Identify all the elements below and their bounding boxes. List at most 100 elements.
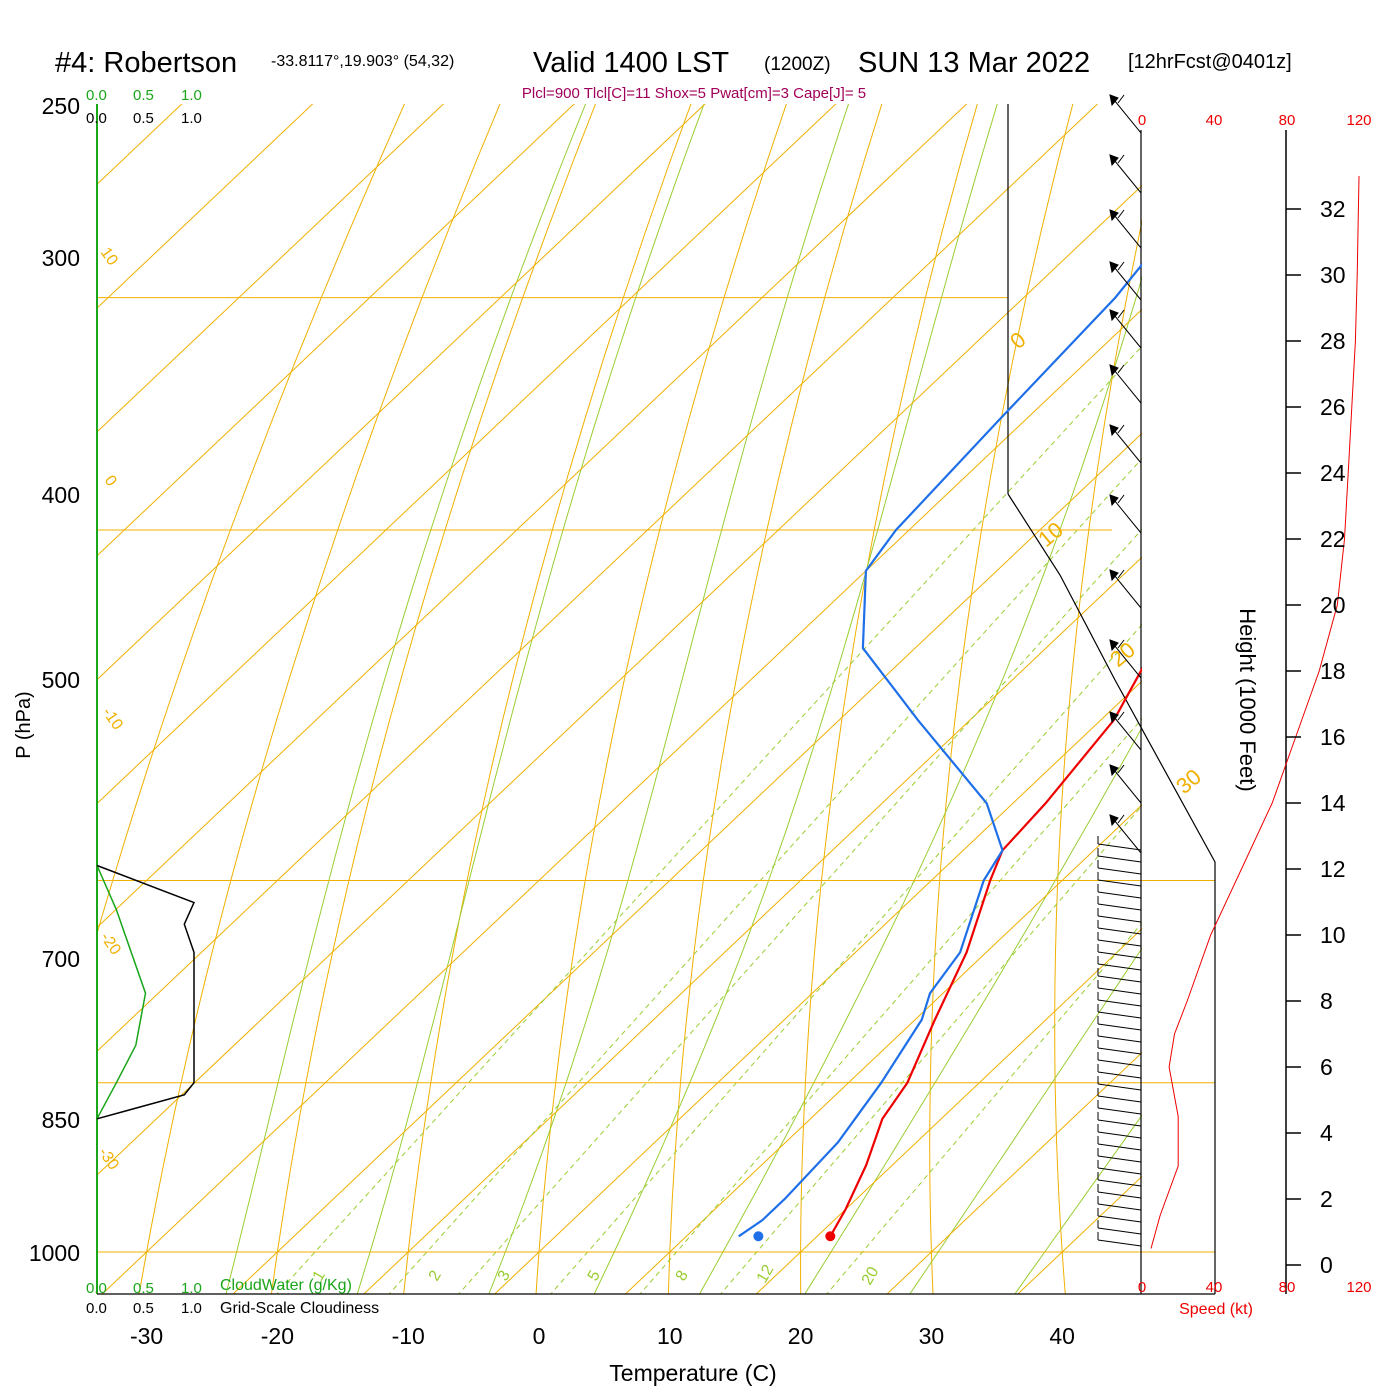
cloudwater-tick-label: 0.0 — [86, 87, 107, 104]
pressure-tick-label: 250 — [42, 93, 80, 119]
speed-axis-title: Speed (kt) — [1179, 1301, 1253, 1318]
wind-barb-flag — [1109, 639, 1119, 652]
isotherm-line — [0, 0, 233, 1303]
height-tick-label: 26 — [1320, 394, 1346, 420]
pressure-tick-label: 400 — [42, 482, 80, 508]
y-axis-title: P (hPa) — [13, 691, 35, 758]
mixing-ratio-label: 3 — [495, 1268, 514, 1284]
isotherm-label: 0 — [1005, 327, 1030, 354]
mixing-ratio-lines — [276, 345, 1142, 1294]
sounding-indices: Plcl=900 Tlcl[C]=11 Shox=5 Pwat[cm]=3 Ca… — [522, 85, 866, 102]
moist-adiabat-line — [356, 104, 705, 1294]
wind-barb-flag — [1109, 94, 1119, 107]
mixing-ratio-line — [276, 345, 1142, 1294]
cloudiness-tick-label: 0.0 — [86, 110, 107, 127]
height-tick-label: 10 — [1320, 922, 1346, 948]
temperature-tick-label: 40 — [1049, 1323, 1075, 1349]
cloudiness-tick-label: 1.0 — [181, 110, 202, 127]
zulu-time: (1200Z) — [764, 54, 831, 75]
isotherm-label: -20 — [97, 930, 124, 959]
cloudwater-tick-label: 1.0 — [181, 1280, 202, 1297]
dewpoint-profile-line — [738, 262, 1142, 1238]
speed-tick-label: 80 — [1279, 112, 1296, 129]
wind-barb-staff — [1097, 1071, 1142, 1079]
speed-tick-label: 80 — [1279, 1279, 1296, 1296]
isotherm-line — [97, 104, 968, 929]
isotherm-label: 30 — [1171, 764, 1206, 799]
height-tick-label: 14 — [1320, 790, 1346, 816]
height-tick-label: 30 — [1320, 262, 1346, 288]
wind-barb-staff — [1097, 903, 1142, 911]
wind-barb-tick — [1117, 424, 1125, 434]
wind-barb-staff — [1097, 879, 1142, 887]
wind-barb-staff — [1097, 1215, 1142, 1223]
isotherm-line — [232, 432, 1142, 1294]
cloudwater-tick-label: 1.0 — [181, 87, 202, 104]
cloudwater-legend: CloudWater (g/Kg) — [220, 1277, 352, 1294]
mixing-ratio-labels: 1 2 3 5 8 12 20 — [310, 1262, 883, 1288]
moist-adiabat-line — [593, 104, 998, 1294]
wind-barb-tick — [1117, 154, 1125, 164]
isotherm-line — [363, 556, 1142, 1294]
moist-adiabat-line — [699, 276, 1142, 1294]
wind-barb-tick — [1117, 814, 1125, 824]
wind-barb-staff — [1097, 867, 1142, 875]
mixing-ratio-line — [388, 457, 1142, 1294]
isotherm-line — [97, 104, 575, 557]
pressure-axis: 250 300 400 500 700 850 1000 — [29, 93, 80, 1266]
cloudwater-tick-label: 0.0 — [86, 1280, 107, 1297]
wind-barb-staff — [1097, 1059, 1142, 1067]
wind-barb-flag — [1109, 154, 1119, 167]
wind-speed-profile — [1150, 175, 1360, 1249]
isotherm-label: 10 — [97, 245, 121, 269]
pressure-tick-label: 300 — [42, 245, 80, 271]
height-tick-label: 20 — [1320, 592, 1346, 618]
isotherm-line — [97, 104, 314, 309]
moist-adiabat-line — [488, 104, 850, 1294]
temperature-tick-label: -10 — [392, 1323, 425, 1349]
wind-barb-staff — [1097, 1107, 1142, 1115]
wind-barb-staff — [1097, 891, 1142, 899]
valid-time: Valid 1400 LST — [533, 47, 729, 79]
moist-adiabats — [225, 104, 1142, 1294]
dry-adiabat-line — [1054, 219, 1142, 1294]
height-tick-label: 16 — [1320, 724, 1346, 750]
wind-barb-tick — [1117, 569, 1125, 579]
cloud-scale-top: 0.0 0.5 1.0 0.0 0.5 1.0 — [86, 87, 202, 127]
temperature-tick-label: 0 — [533, 1323, 546, 1349]
dry-adiabat-line — [403, 104, 692, 1294]
mixing-ratio-label: 20 — [859, 1264, 883, 1288]
valid-date: SUN 13 Mar 2022 — [858, 47, 1090, 79]
isotherm-line — [1139, 0, 1400, 1303]
dry-adiabats — [97, 104, 1142, 1294]
mixing-ratio-line — [550, 623, 1142, 1294]
wind-barb-staff — [1097, 1167, 1142, 1175]
wind-barb-staff — [1097, 975, 1142, 983]
cloudwater-profile-line — [96, 865, 147, 1120]
isotherm-line — [97, 104, 445, 433]
pressure-tick-label: 1000 — [29, 1240, 80, 1266]
moist-adiabat-line — [225, 104, 587, 1294]
temperature-profile-line — [829, 666, 1142, 1237]
wind-barb-tick — [1117, 711, 1125, 721]
wind-barb-staff — [1097, 1155, 1142, 1163]
wind-barb-staff — [1097, 1023, 1142, 1031]
isotherm-label: -30 — [95, 1145, 122, 1174]
wind-barb-staff — [1097, 1191, 1142, 1199]
pressure-tick-label: 850 — [42, 1107, 80, 1133]
wind-barb-staff — [1097, 1203, 1142, 1211]
temperature-tick-label: -20 — [261, 1323, 294, 1349]
dry-adiabat-line — [270, 104, 596, 1294]
moist-adiabat-line — [804, 726, 1142, 1294]
station-coords: -33.8117°,19.903° (54,32) — [271, 53, 454, 70]
dry-adiabat-line — [800, 104, 978, 1294]
isotherm-line — [97, 104, 1099, 1052]
cloudiness-profile-line — [96, 864, 196, 1120]
wind-barb-flag — [1109, 364, 1119, 377]
isotherm-line — [101, 308, 1142, 1294]
height-tick-label: 4 — [1320, 1120, 1333, 1146]
wind-barb-staff — [1097, 927, 1142, 935]
height-tick-label: 28 — [1320, 328, 1346, 354]
